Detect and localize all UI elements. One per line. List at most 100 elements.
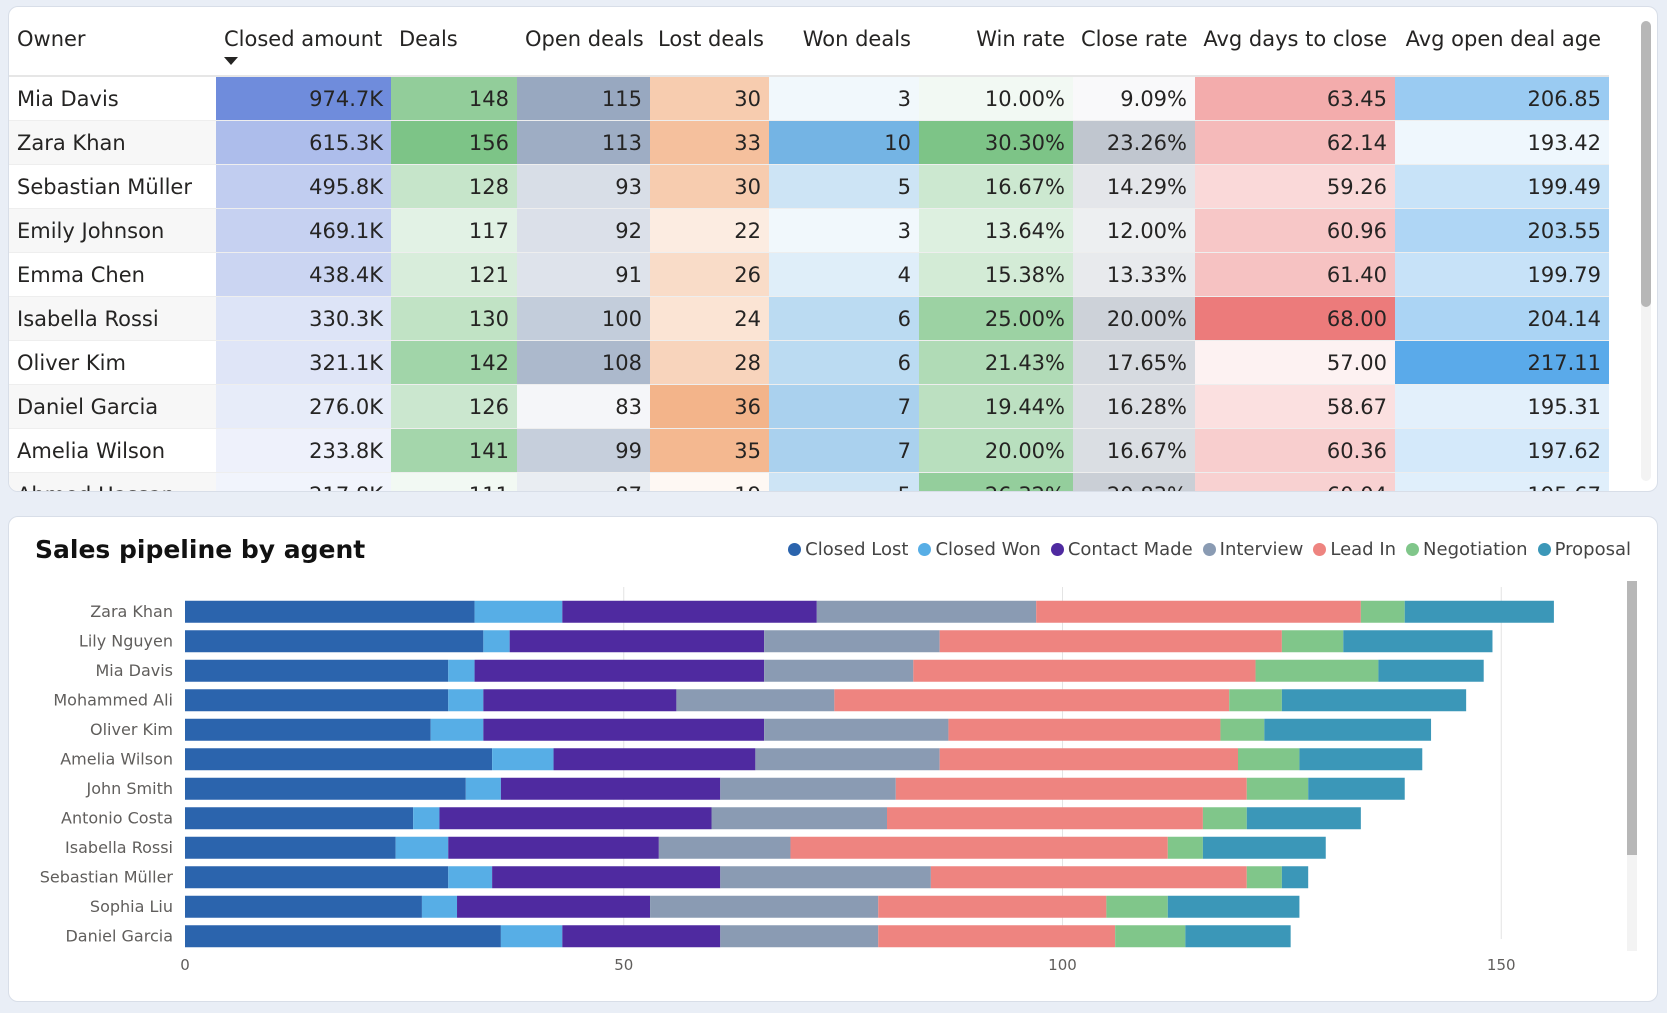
bar-segment-proposal[interactable] <box>1404 600 1554 623</box>
bar-segment-closed-won[interactable] <box>448 659 475 682</box>
bar-segment-closed-lost[interactable] <box>185 836 396 859</box>
bar-segment-proposal[interactable] <box>1308 777 1405 800</box>
bar-segment-interview[interactable] <box>755 748 940 771</box>
table-row[interactable]: Isabella Rossi 330.3K 130 100 24 6 25.00% 20.00… <box>9 297 1609 341</box>
table-row[interactable]: Zara Khan 615.3K 156 113 33 10 30.30% 23.26% 62.… <box>9 121 1609 165</box>
bar-segment-closed-lost[interactable] <box>185 748 493 771</box>
bar-segment-closed-lost[interactable] <box>185 600 475 623</box>
bar-segment-interview[interactable] <box>764 659 914 682</box>
bar-segment-closed-won[interactable] <box>448 689 484 712</box>
bar-segment-contact-made[interactable] <box>562 925 721 948</box>
bar-segment-negotiation[interactable] <box>1255 659 1379 682</box>
bar-segment-contact-made[interactable] <box>474 659 765 682</box>
bar-segment-closed-won[interactable] <box>430 718 484 741</box>
bar-segment-interview[interactable] <box>676 689 835 712</box>
bar-segment-contact-made[interactable] <box>509 630 765 653</box>
bar-segment-closed-lost[interactable] <box>185 895 422 918</box>
bar-segment-interview[interactable] <box>764 630 940 653</box>
column-header-avg-days[interactable]: Avg days to close <box>1195 7 1395 75</box>
bar-segment-negotiation[interactable] <box>1229 689 1282 712</box>
bar-segment-proposal[interactable] <box>1202 836 1326 859</box>
bar-segment-proposal[interactable] <box>1343 630 1493 653</box>
legend-item-contact-made[interactable]: Contact Made <box>1050 539 1193 560</box>
bar-segment-proposal[interactable] <box>1167 895 1300 918</box>
bar-segment-negotiation[interactable] <box>1202 807 1247 830</box>
bar-segment-closed-won[interactable] <box>465 777 501 800</box>
column-header-lost-deals[interactable]: Lost deals <box>650 7 769 75</box>
bar-segment-lead-in[interactable] <box>878 925 1116 948</box>
table-row[interactable]: Daniel Garcia 276.0K 126 83 36 7 19.44% 16.28% 5… <box>9 385 1609 429</box>
bar-segment-negotiation[interactable] <box>1115 925 1186 948</box>
bar-segment-contact-made[interactable] <box>457 895 651 918</box>
bar-segment-interview[interactable] <box>658 836 791 859</box>
bar-segment-lead-in[interactable] <box>939 748 1238 771</box>
bar-segment-closed-lost[interactable] <box>185 718 431 741</box>
bar-segment-closed-won[interactable] <box>474 600 563 623</box>
legend-item-closed-won[interactable]: Closed Won <box>918 539 1041 560</box>
table-row[interactable]: Mia Davis 974.7K 148 115 30 3 10.00% 9.09% 63.45… <box>9 77 1609 121</box>
bar-segment-proposal[interactable] <box>1378 659 1484 682</box>
bar-segment-negotiation[interactable] <box>1281 630 1344 653</box>
bar-segment-lead-in[interactable] <box>790 836 1168 859</box>
bar-segment-interview[interactable] <box>711 807 888 830</box>
table-row[interactable]: Emma Chen 438.4K 121 91 26 4 15.38% 13.33% 61.40… <box>9 253 1609 297</box>
column-header-won-deals[interactable]: Won deals <box>769 7 919 75</box>
legend-item-negotiation[interactable]: Negotiation <box>1406 539 1528 560</box>
column-header-open-deals[interactable]: Open deals <box>517 7 650 75</box>
bar-segment-contact-made[interactable] <box>500 777 721 800</box>
bar-segment-closed-won[interactable] <box>395 836 449 859</box>
bar-segment-proposal[interactable] <box>1281 866 1309 889</box>
bar-segment-closed-lost[interactable] <box>185 689 449 712</box>
table-row[interactable]: Oliver Kim 321.1K 142 108 28 6 21.43% 17.65% 57.… <box>9 341 1609 385</box>
bar-segment-lead-in[interactable] <box>1036 600 1361 623</box>
bar-segment-lead-in[interactable] <box>834 689 1230 712</box>
legend-item-interview[interactable]: Interview <box>1202 539 1303 560</box>
bar-segment-proposal[interactable] <box>1281 689 1467 712</box>
bar-segment-contact-made[interactable] <box>483 718 765 741</box>
bar-segment-closed-won[interactable] <box>421 895 458 918</box>
bar-segment-closed-lost[interactable] <box>185 925 501 948</box>
column-header-deals[interactable]: Deals <box>391 7 517 75</box>
bar-segment-closed-lost[interactable] <box>185 659 449 682</box>
bar-segment-lead-in[interactable] <box>948 718 1221 741</box>
bar-segment-closed-lost[interactable] <box>185 630 484 653</box>
column-header-close-rate[interactable]: Close rate <box>1073 7 1195 75</box>
bar-segment-lead-in[interactable] <box>939 630 1282 653</box>
bar-segment-closed-won[interactable] <box>500 925 563 948</box>
bar-segment-interview[interactable] <box>816 600 1037 623</box>
bar-segment-closed-won[interactable] <box>448 866 493 889</box>
bar-segment-negotiation[interactable] <box>1238 748 1300 771</box>
bar-segment-contact-made[interactable] <box>553 748 756 771</box>
column-header-closed-amount[interactable]: Closed amount <box>216 7 391 75</box>
bar-segment-interview[interactable] <box>764 718 949 741</box>
bar-segment-interview[interactable] <box>650 895 879 918</box>
bar-segment-closed-won[interactable] <box>483 630 510 653</box>
bar-segment-contact-made[interactable] <box>562 600 817 623</box>
legend-item-proposal[interactable]: Proposal <box>1537 539 1631 560</box>
bar-segment-proposal[interactable] <box>1264 718 1432 741</box>
table-row[interactable]: Sebastian Müller 495.8K 128 93 30 5 16.67% 14.2… <box>9 165 1609 209</box>
bar-segment-lead-in[interactable] <box>930 866 1247 889</box>
table-row[interactable]: Ahmed Hassan217.8K1118719526.32%20.83%60… <box>9 473 1609 491</box>
bar-segment-negotiation[interactable] <box>1360 600 1405 623</box>
bar-segment-contact-made[interactable] <box>448 836 659 859</box>
column-header-avg-age[interactable]: Avg open deal age <box>1395 7 1609 75</box>
table-scrollbar-thumb[interactable] <box>1641 21 1651 307</box>
bar-segment-negotiation[interactable] <box>1167 836 1203 859</box>
bar-segment-interview[interactable] <box>720 925 879 948</box>
bar-segment-closed-won[interactable] <box>413 807 440 830</box>
table-row[interactable]: Amelia Wilson 233.8K 141 99 35 7 20.00% 16.67% 6… <box>9 429 1609 473</box>
table-row[interactable]: Emily Johnson 469.1K 117 92 22 3 13.64% 12.00% 6… <box>9 209 1609 253</box>
bar-segment-contact-made[interactable] <box>483 689 677 712</box>
bar-segment-proposal[interactable] <box>1299 748 1423 771</box>
bar-segment-interview[interactable] <box>720 866 931 889</box>
bar-segment-closed-won[interactable] <box>492 748 554 771</box>
bar-segment-negotiation[interactable] <box>1220 718 1265 741</box>
column-header-win-rate[interactable]: Win rate <box>919 7 1073 75</box>
bar-segment-proposal[interactable] <box>1246 807 1361 830</box>
bar-segment-negotiation[interactable] <box>1246 866 1282 889</box>
legend-item-lead-in[interactable]: Lead In <box>1313 539 1396 560</box>
bar-segment-contact-made[interactable] <box>492 866 721 889</box>
bar-segment-interview[interactable] <box>720 777 896 800</box>
bar-segment-proposal[interactable] <box>1185 925 1291 948</box>
